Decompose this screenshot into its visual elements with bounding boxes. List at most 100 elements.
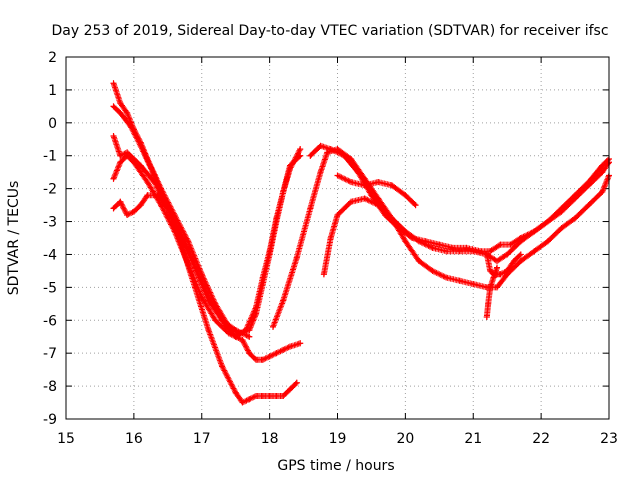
data-point [137, 202, 144, 209]
data-point [205, 297, 212, 304]
data-point [259, 392, 266, 399]
data-point [117, 198, 124, 205]
x-tick-label: 19 [329, 431, 347, 447]
data-point [388, 182, 395, 189]
y-tick-label: -1 [43, 149, 57, 165]
data-point [485, 300, 492, 307]
data-point [402, 192, 409, 199]
data-point [307, 205, 314, 212]
data-point [293, 254, 300, 261]
data-point [151, 179, 158, 186]
data-point [544, 238, 551, 245]
data-point [504, 267, 511, 274]
y-tick-label: -8 [43, 379, 57, 395]
series-track-5 [110, 192, 253, 340]
data-point [341, 152, 348, 159]
data-point [280, 297, 287, 304]
data-point [487, 284, 494, 291]
data-point [253, 392, 260, 399]
data-point [443, 248, 450, 255]
x-tick-label: 21 [464, 431, 482, 447]
data-point [494, 264, 501, 271]
data-point [286, 343, 293, 350]
data-point [273, 392, 280, 399]
data-point [558, 208, 565, 215]
data-point [517, 235, 524, 241]
data-point [531, 228, 538, 235]
data-point [494, 258, 501, 265]
data-point [443, 274, 450, 281]
data-point [572, 195, 579, 202]
data-point [266, 392, 273, 399]
data-point [286, 162, 293, 169]
data-point [259, 274, 266, 281]
data-point [531, 248, 538, 255]
data-point [375, 179, 382, 186]
data-point [409, 235, 416, 241]
data-point [110, 205, 117, 212]
y-tick-label: 0 [48, 116, 57, 132]
data-point [402, 238, 409, 245]
data-point [137, 142, 144, 149]
x-axis-label: GPS time / hours [277, 458, 394, 474]
data-point [327, 235, 334, 241]
data-point [456, 277, 463, 284]
data-point [558, 225, 565, 232]
data-point [124, 152, 131, 159]
data-point [422, 238, 429, 245]
data-point [334, 172, 341, 179]
data-point [477, 248, 484, 255]
data-point [483, 313, 490, 320]
plot-frame [65, 56, 610, 420]
x-tick-label: 18 [261, 431, 279, 447]
data-point [270, 323, 277, 330]
data-point [449, 244, 456, 251]
data-point [124, 109, 131, 116]
data-point [164, 205, 171, 212]
series-track-9 [334, 172, 419, 209]
data-point [382, 211, 389, 218]
data-point [320, 271, 327, 278]
y-tick-label: -5 [43, 280, 57, 296]
data-point [348, 198, 355, 205]
data-point [246, 333, 253, 340]
data-point [253, 356, 260, 363]
data-point [117, 109, 124, 116]
data-point [517, 258, 524, 265]
data-point [368, 192, 375, 199]
y-tick-label: -4 [43, 247, 57, 263]
data-point [375, 195, 382, 202]
data-point [599, 188, 606, 195]
x-tick-label: 16 [125, 431, 143, 447]
data-point [191, 264, 198, 271]
data-point [266, 353, 273, 360]
y-tick-label: -7 [43, 346, 57, 362]
data-point [412, 202, 419, 209]
data-point [395, 225, 402, 232]
data-point [273, 215, 280, 222]
data-point [429, 244, 436, 251]
data-point [436, 241, 443, 248]
data-point [297, 146, 304, 153]
data-point [585, 202, 592, 209]
data-point [137, 162, 144, 169]
data-point [483, 251, 490, 258]
data-point [266, 248, 273, 255]
data-point [130, 208, 137, 215]
data-point [490, 274, 497, 281]
data-point [253, 304, 260, 311]
data-point [130, 159, 137, 166]
data-point [361, 182, 368, 189]
data-point [273, 350, 280, 357]
data-point [124, 211, 131, 218]
data-point [198, 294, 205, 301]
data-point [504, 251, 511, 258]
data-point [219, 363, 226, 370]
data-point [280, 346, 287, 353]
data-point [317, 142, 324, 149]
data-point [154, 192, 161, 199]
data-point [259, 356, 266, 363]
